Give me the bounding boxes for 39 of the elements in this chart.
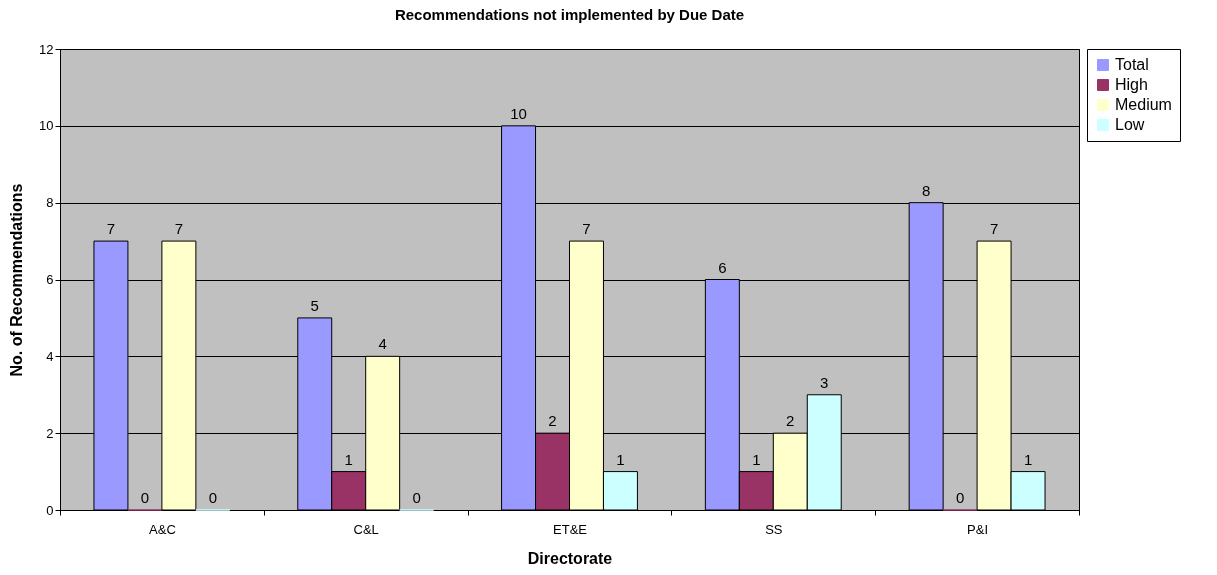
data-label: 0 <box>955 489 965 506</box>
data-label: 2 <box>548 412 557 430</box>
chart-title: Recommendations not implemented by Due Date <box>394 6 745 23</box>
data-label: 7 <box>582 220 591 238</box>
x-tick-label: ET&E <box>553 521 588 537</box>
data-label: 6 <box>718 258 727 276</box>
x-tick-label: P&I <box>967 521 989 537</box>
data-label: 7 <box>989 220 999 238</box>
data-label: 7 <box>174 220 184 238</box>
x-axis-title: Directorate <box>527 549 613 567</box>
y-tick-label: 2 <box>46 425 54 441</box>
y-tick-label: 8 <box>46 195 54 211</box>
data-label: 2 <box>786 412 795 430</box>
data-label: 3 <box>820 373 829 391</box>
data-label: 5 <box>310 296 319 314</box>
data-label: 1 <box>1023 450 1033 468</box>
x-tick-label: SS <box>765 521 783 537</box>
data-label: 7 <box>106 220 116 238</box>
data-label: 8 <box>921 181 931 199</box>
x-tick-label: C&L <box>353 521 379 537</box>
data-label: 0 <box>140 489 150 506</box>
legend-label: Total <box>1115 56 1149 73</box>
y-axis-title: No. of Recommendations <box>8 183 26 377</box>
data-label: 1 <box>752 450 761 468</box>
x-tick-label: A&C <box>149 521 176 537</box>
data-label: 0 <box>412 489 421 506</box>
y-tick-label: 4 <box>46 348 54 364</box>
data-label: 0 <box>208 489 218 506</box>
y-tick-label: 6 <box>46 272 54 287</box>
legend-label: High <box>1115 76 1148 93</box>
data-label: 1 <box>344 450 353 468</box>
legend-label: Low <box>1115 116 1145 133</box>
y-tick-label: 12 <box>39 41 54 57</box>
legend-label: Medium <box>1115 96 1172 113</box>
data-label: 4 <box>378 335 387 353</box>
data-label: 10 <box>510 104 527 122</box>
y-tick-label: 0 <box>46 502 54 518</box>
y-tick-label: 10 <box>39 118 54 134</box>
data-label: 1 <box>616 450 625 468</box>
